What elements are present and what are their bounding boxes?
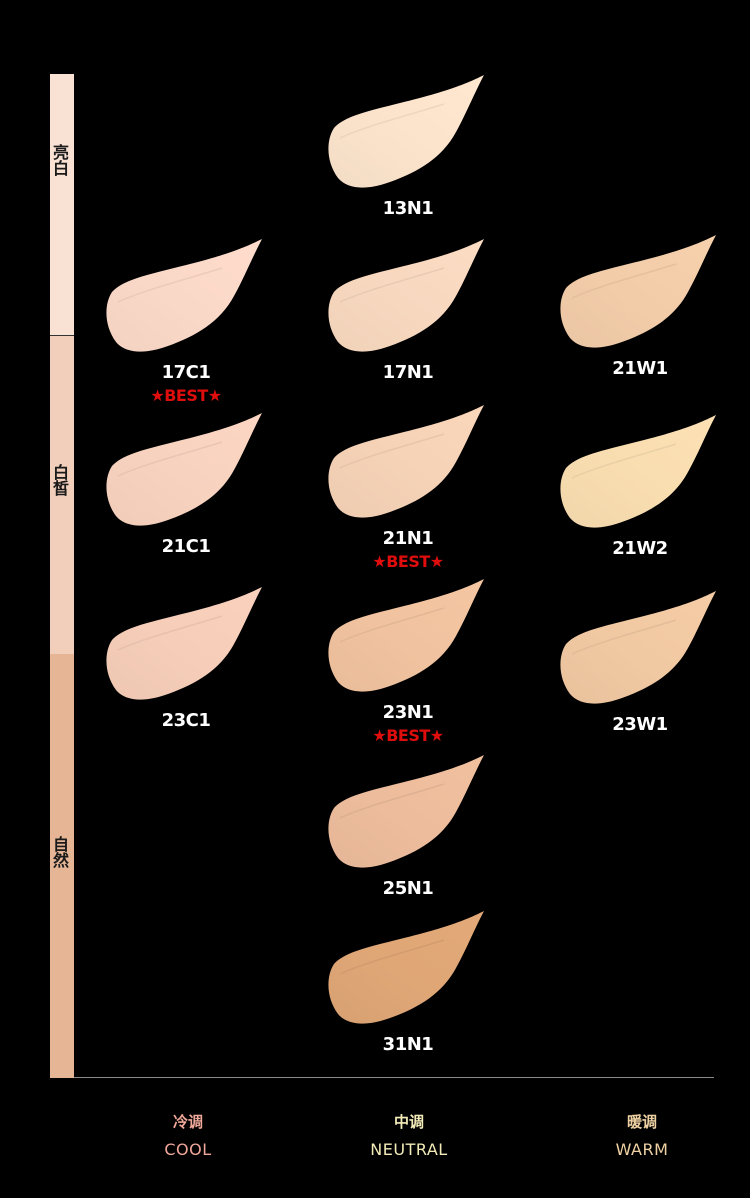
- shade-label-17n1: 17N1: [382, 362, 434, 383]
- best-badge-23n1: ★BEST★: [372, 726, 444, 745]
- shade-label-17c1: 17C1: [161, 362, 211, 383]
- swatch-13n1: [328, 75, 484, 188]
- swatch-21w2: [560, 415, 716, 528]
- tone-label-natural: 自然: [50, 836, 69, 868]
- shade-label-21c1: 21C1: [161, 536, 211, 557]
- legend-neutral: 中调 NEUTRAL: [339, 1112, 479, 1160]
- tone-scale: 亮白 白皙 自然: [50, 74, 74, 1078]
- legend-cool-zh: 冷调: [172, 1113, 203, 1131]
- shade-label-31n1: 31N1: [382, 1034, 434, 1055]
- shade-label-21n1: 21N1: [382, 528, 434, 549]
- shade-label-23c1: 23C1: [161, 710, 211, 731]
- legend-neutral-en: NEUTRAL: [370, 1140, 448, 1159]
- tone-band-fair: 白皙: [50, 336, 74, 654]
- shade-label-13n1: 13N1: [382, 198, 434, 219]
- tone-label-fair: 白皙: [50, 464, 69, 496]
- legend-neutral-zh: 中调: [393, 1113, 424, 1131]
- shade-label-23w1: 23W1: [612, 714, 668, 735]
- legend-cool-en: COOL: [164, 1140, 212, 1159]
- swatch-21w1: [560, 235, 716, 348]
- tone-divider: [50, 335, 74, 336]
- swatch-23n1: [328, 579, 484, 692]
- legend-warm-en: WARM: [615, 1140, 669, 1159]
- best-badge-17c1: ★BEST★: [150, 386, 222, 405]
- swatch-23w1: [560, 591, 716, 704]
- shade-label-23n1: 23N1: [382, 702, 434, 723]
- swatch-17n1: [328, 239, 484, 352]
- legend-warm: 暖调 WARM: [572, 1112, 712, 1160]
- swatch-25n1: [328, 755, 484, 868]
- legend-warm-zh: 暖调: [626, 1113, 657, 1131]
- swatch-21c1: [106, 413, 262, 526]
- best-badge-21n1: ★BEST★: [372, 552, 444, 571]
- tone-label-bright: 亮白: [50, 144, 69, 176]
- swatch-17c1: [106, 239, 262, 352]
- swatch-21n1: [328, 405, 484, 518]
- shade-label-25n1: 25N1: [382, 878, 434, 899]
- swatch-23c1: [106, 587, 262, 700]
- shade-label-21w1: 21W1: [612, 358, 668, 379]
- tone-band-natural: 自然: [50, 654, 74, 1078]
- baseline-divider: [74, 1077, 714, 1078]
- swatch-31n1: [328, 911, 484, 1024]
- shade-label-21w2: 21W2: [612, 538, 668, 559]
- legend-cool: 冷调 COOL: [118, 1112, 258, 1160]
- tone-band-bright: 亮白: [50, 74, 74, 335]
